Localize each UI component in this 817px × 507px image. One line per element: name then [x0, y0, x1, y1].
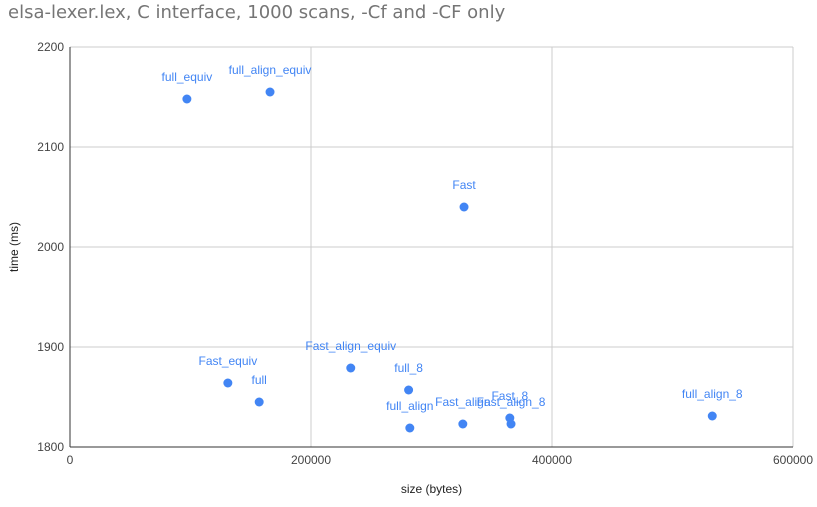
y-axis-title: time (ms) [7, 222, 21, 272]
data-point [265, 87, 275, 97]
data-point-label: Fast_8 [491, 389, 528, 403]
x-tick-label: 600000 [773, 453, 813, 467]
y-tick-label: 2100 [37, 140, 64, 154]
data-point [346, 363, 356, 373]
y-tick-label: 1800 [37, 440, 64, 454]
data-point [254, 397, 264, 407]
data-point-label: full [252, 373, 267, 387]
data-point-label: full_align_equiv [229, 63, 312, 77]
y-tick-label: 1900 [37, 340, 64, 354]
data-point [223, 378, 233, 388]
chart-title: elsa-lexer.lex, C interface, 1000 scans,… [8, 2, 506, 23]
data-point-label: Fast_align [435, 395, 490, 409]
data-point [458, 419, 468, 429]
data-point-label: Fast [452, 178, 476, 192]
data-point-label: full_align_8 [682, 387, 743, 401]
data-point-label: Fast_equiv [199, 354, 258, 368]
data-point-label: full_align [386, 399, 433, 413]
x-tick-label: 0 [67, 453, 74, 467]
data-point [707, 411, 717, 421]
point-labels: full_equiv full_align_equiv Fast Fast_equiv… [162, 63, 743, 413]
data-point-label: Fast_align_8 [477, 395, 546, 409]
data-point-label: Fast_align_equiv [305, 339, 396, 353]
y-tick-label: 2200 [37, 40, 64, 54]
x-tick-label: 200000 [291, 453, 331, 467]
tick-labels: 1800 1900 2000 2100 2200 0 200000 400000 600000 [37, 40, 813, 467]
axes [69, 47, 793, 448]
data-points [182, 87, 717, 433]
data-point-label: full_equiv [162, 70, 213, 84]
data-point [404, 385, 414, 395]
data-point [459, 202, 469, 212]
x-axis-title: size (bytes) [401, 482, 462, 496]
y-tick-label: 2000 [37, 240, 64, 254]
data-point [182, 94, 192, 104]
grid-lines [70, 46, 794, 447]
x-tick-label: 400000 [532, 453, 572, 467]
data-point-label: full_8 [394, 361, 423, 375]
data-point [506, 419, 516, 429]
data-point [405, 423, 415, 433]
